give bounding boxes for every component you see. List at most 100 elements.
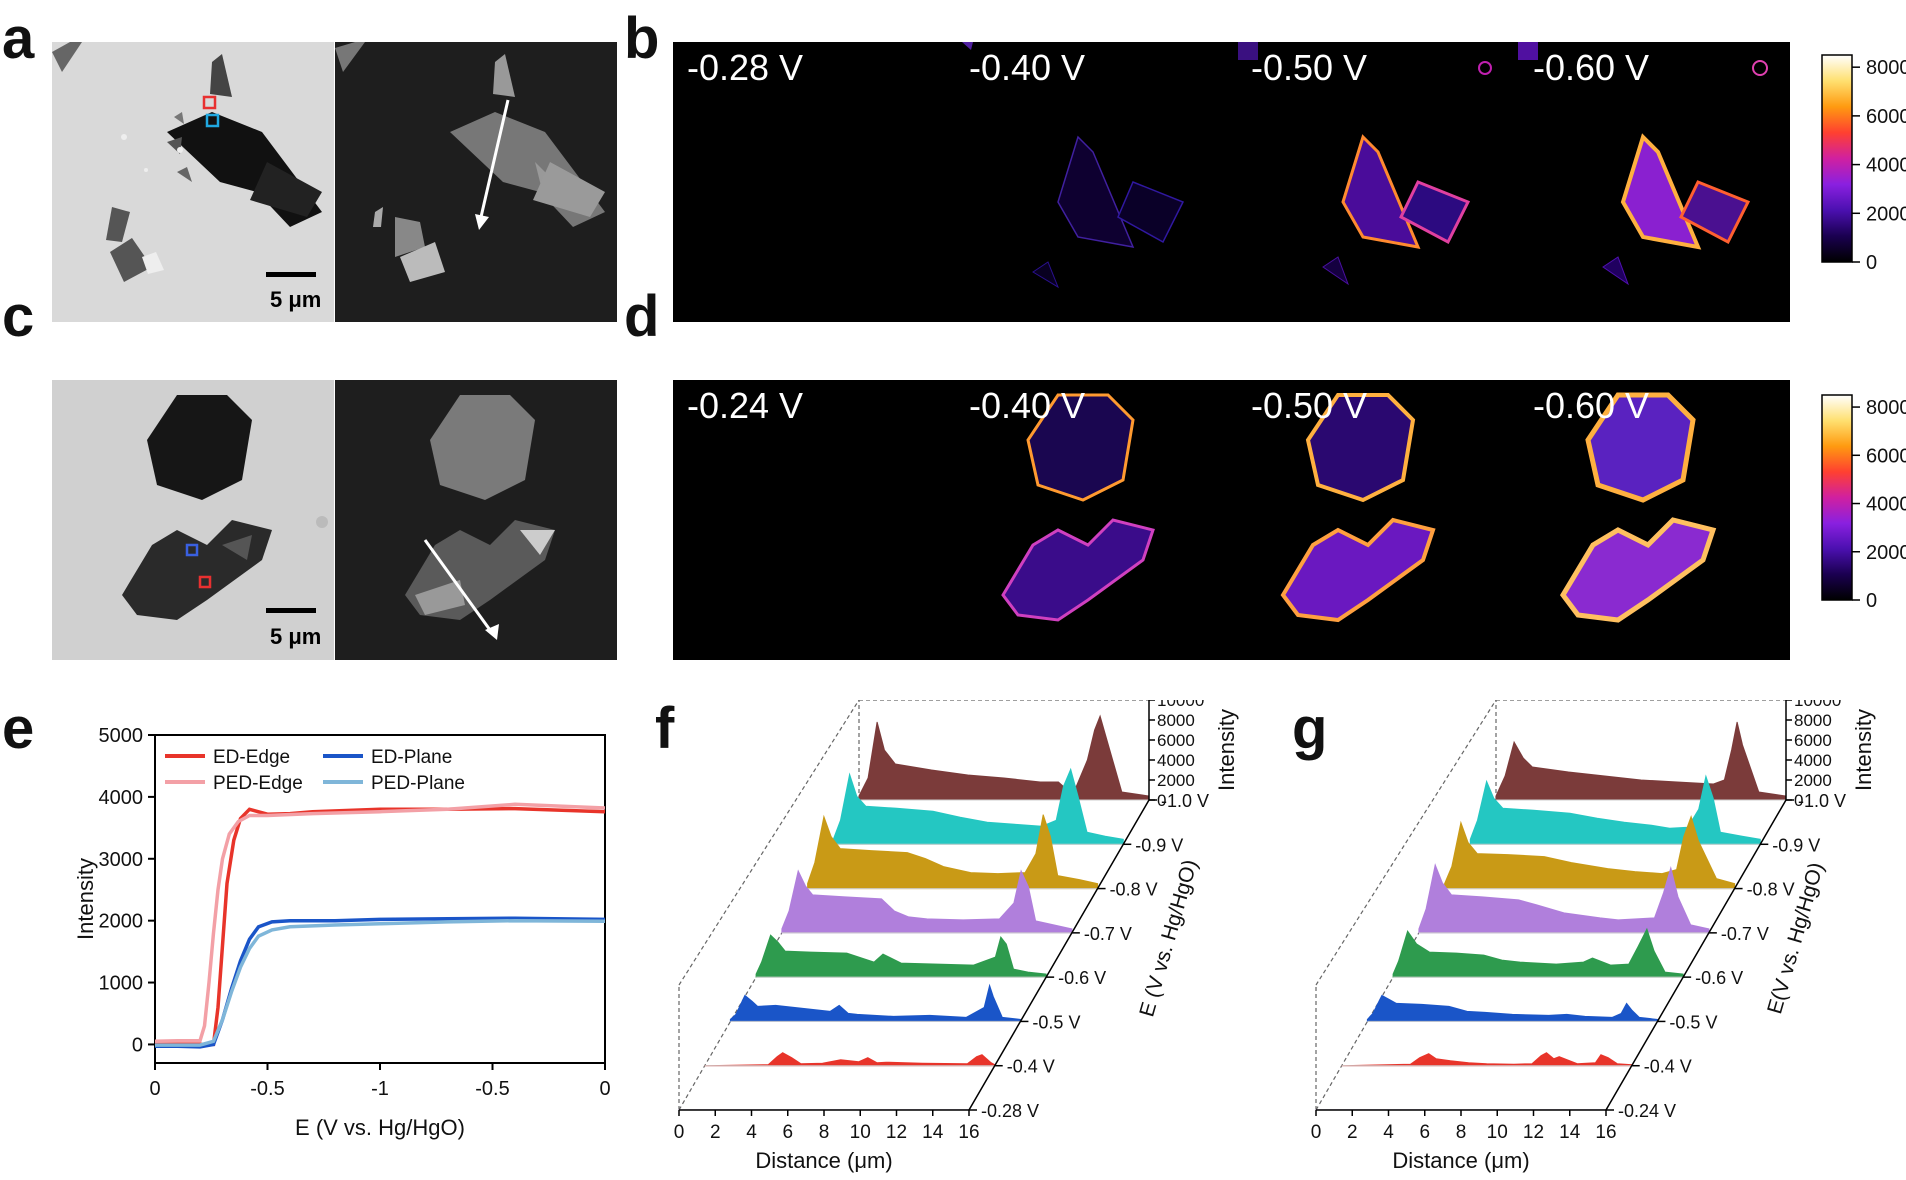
panel-letter-c: c <box>2 288 34 346</box>
x-tick-label: 10 <box>850 1122 871 1143</box>
scale-label: 5 μm <box>270 287 321 312</box>
series-label: -0.9 V <box>1135 835 1183 855</box>
z-tick-label: 2000 <box>1157 771 1195 790</box>
x-tick-label: 6 <box>1419 1122 1430 1143</box>
y-tick-label: 0 <box>132 1034 143 1056</box>
x-tick-label: -0.5 <box>250 1078 284 1100</box>
x-tick-label: 4 <box>1383 1122 1394 1143</box>
x-tick-label: 2 <box>710 1122 721 1143</box>
panel-a-brightfield-image: 5 μm <box>52 42 334 322</box>
legend-label: ED-Plane <box>371 747 452 768</box>
waterfall-area--0.6 V <box>1393 929 1683 977</box>
panel-c-darkfield-image <box>335 380 617 660</box>
x-tick-label: 0 <box>149 1078 160 1100</box>
z-axis-label: Intensity <box>1851 709 1876 791</box>
scale-bar <box>266 608 316 613</box>
y-tick-label: 2000 <box>99 911 144 933</box>
panel-b-heatmap: -0.28 V -0.40 V -0.50 V -0.60 V <box>673 42 1790 322</box>
x-tick-label: 0 <box>1311 1122 1322 1143</box>
z-tick-label: 0 <box>1794 791 1803 810</box>
series-label: -1.0 V <box>1798 791 1846 811</box>
y-tick-label: 5000 <box>99 725 144 747</box>
x-tick-label: -1 <box>371 1078 389 1100</box>
waterfall-area--0.4 V <box>705 1053 995 1066</box>
series-label: -0.7 V <box>1084 924 1132 944</box>
z-tick-label: 4000 <box>1794 751 1832 770</box>
z-tick-label: 10000 <box>1794 700 1841 710</box>
flake-drawing: 5 μm <box>52 42 334 322</box>
potential-label-b4: -0.60 V <box>1533 50 1649 86</box>
colorbar-b <box>1822 55 1852 262</box>
waterfall-area--0.5 V <box>730 985 1020 1021</box>
series-label: -0.6 V <box>1695 968 1743 988</box>
panel-letter-a: a <box>2 10 34 68</box>
waterfall-area--1.0 V <box>1496 722 1786 800</box>
series-label: -0.5 V <box>1032 1012 1080 1032</box>
potential-label-d1: -0.24 V <box>687 388 803 424</box>
waterfall-area--1.0 V <box>859 716 1149 800</box>
z-tick-label: 6000 <box>1794 731 1832 750</box>
x-tick-label: 4 <box>746 1122 757 1143</box>
colorbar-tick-label: 0 <box>1866 252 1877 274</box>
colorbar-tick-label: 8000 <box>1866 57 1906 79</box>
series-label: -1.0 V <box>1161 791 1209 811</box>
colorbar-tick-label: 8000 <box>1866 397 1906 419</box>
waterfall-area--0.4 V <box>1342 1053 1632 1066</box>
y-tick-label: 4000 <box>99 787 144 809</box>
potential-label-b3: -0.50 V <box>1251 50 1367 86</box>
z-tick-label: 2000 <box>1794 771 1832 790</box>
series-line-ED-Edge <box>155 809 605 1045</box>
colorbar-d <box>1822 395 1852 600</box>
legend-label: PED-Plane <box>371 773 465 794</box>
z-axis-label: Intensity <box>1214 709 1239 791</box>
series-label: -0.28 V <box>981 1101 1039 1121</box>
potential-label-b2: -0.40 V <box>969 50 1085 86</box>
chart-g: -1.0 V-0.9 V-0.8 V-0.7 V-0.6 V-0.5 V-0.4… <box>1292 700 1906 1180</box>
x-tick-label: 8 <box>819 1122 830 1143</box>
x-tick-label: 14 <box>1559 1122 1581 1143</box>
panel-letter-d: d <box>624 288 659 346</box>
panel-d-heatmap: -0.24 V -0.40 V -0.50 V -0.60 V <box>673 380 1790 660</box>
series-label: -0.6 V <box>1058 968 1106 988</box>
x-tick-label: 6 <box>782 1122 793 1143</box>
x-tick-label: 12 <box>886 1122 907 1143</box>
series-label: -0.4 V <box>1007 1057 1055 1077</box>
colorbar-tick-label: 4000 <box>1866 155 1906 177</box>
z-tick-label: 8000 <box>1794 711 1832 730</box>
colorbar-tick-label: 0 <box>1866 590 1877 612</box>
scale-bar <box>266 272 316 277</box>
series-label: -0.7 V <box>1721 924 1769 944</box>
waterfall-area--0.5 V <box>1367 995 1657 1021</box>
series-label: -0.5 V <box>1669 1012 1717 1032</box>
panel-a-darkfield-image <box>335 42 617 322</box>
x-tick-label: 10 <box>1487 1122 1508 1143</box>
potential-label-d2: -0.40 V <box>969 388 1085 424</box>
x-axis-label: Distance (μm) <box>1392 1148 1529 1173</box>
z-tick-label: 10000 <box>1157 700 1204 710</box>
series-label: -0.9 V <box>1772 835 1820 855</box>
series-label: -0.8 V <box>1110 880 1158 900</box>
legend-label: ED-Edge <box>213 747 290 768</box>
x-tick-label: 16 <box>1595 1122 1616 1143</box>
x-tick-label: 0 <box>599 1078 610 1100</box>
potential-label-d3: -0.50 V <box>1251 388 1367 424</box>
x-tick-label: 0 <box>674 1122 685 1143</box>
colorbar-tick-label: 2000 <box>1866 542 1906 564</box>
x-tick-label: 14 <box>922 1122 944 1143</box>
legend-label: PED-Edge <box>213 773 303 794</box>
potential-label-b1: -0.28 V <box>687 50 803 86</box>
panel-letter-e: e <box>2 700 34 758</box>
z-tick-label: 0 <box>1157 791 1166 810</box>
x-tick-label: 8 <box>1456 1122 1467 1143</box>
series-label: -0.4 V <box>1644 1057 1692 1077</box>
y-axis-label: Intensity <box>73 858 98 940</box>
x-tick-label: 16 <box>958 1122 979 1143</box>
z-tick-label: 8000 <box>1157 711 1195 730</box>
waterfall-area--0.6 V <box>756 935 1046 977</box>
x-axis-label: Distance (μm) <box>755 1148 892 1173</box>
x-axis-label: E (V vs. Hg/HgO) <box>295 1115 465 1140</box>
x-tick-label: 12 <box>1523 1122 1544 1143</box>
series-label: -0.24 V <box>1618 1101 1676 1121</box>
colorbar-tick-label: 6000 <box>1866 106 1906 128</box>
